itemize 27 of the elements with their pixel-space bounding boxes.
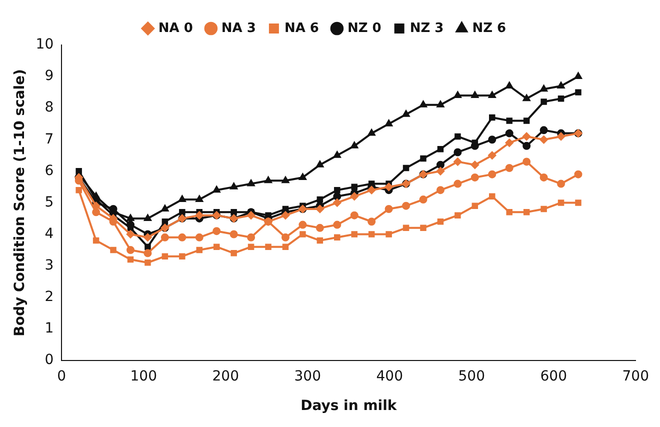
y-tick-label: 6 <box>44 162 54 179</box>
legend-label: NA 3 <box>221 20 256 36</box>
legend-label: NZ 6 <box>472 20 506 36</box>
y-tick-label: 7 <box>44 131 54 148</box>
y-tick-label: 3 <box>44 257 54 274</box>
legend-label: NA 0 <box>158 20 193 36</box>
y-tick-label: 5 <box>44 194 54 210</box>
x-tick-label: 400 <box>376 368 403 384</box>
x-tick-label: 700 <box>622 368 650 384</box>
y-tick-label: 4 <box>44 226 54 242</box>
x-tick-label: 500 <box>458 368 485 384</box>
legend-label: NZ 0 <box>347 20 382 36</box>
y-tick-label: 8 <box>44 100 54 116</box>
x-axis-title: Days in milk <box>300 398 398 414</box>
legend-label: NZ 3 <box>410 20 444 36</box>
y-tick-label: 10 <box>36 36 54 53</box>
x-tick-label: 100 <box>130 368 157 384</box>
x-tick-label: 200 <box>212 368 239 384</box>
y-tick-label: 2 <box>44 288 54 305</box>
x-tick-label: 0 <box>57 368 66 384</box>
x-tick-label: 300 <box>294 368 321 384</box>
y-axis-title: Body Condition Score (1-10 scale) <box>12 69 28 336</box>
legend-label: NA 6 <box>284 20 319 36</box>
y-tick-label: 9 <box>44 68 54 84</box>
y-tick-label: 0 <box>44 352 54 368</box>
x-tick-label: 600 <box>540 368 568 384</box>
y-tick-label: 1 <box>44 320 54 336</box>
